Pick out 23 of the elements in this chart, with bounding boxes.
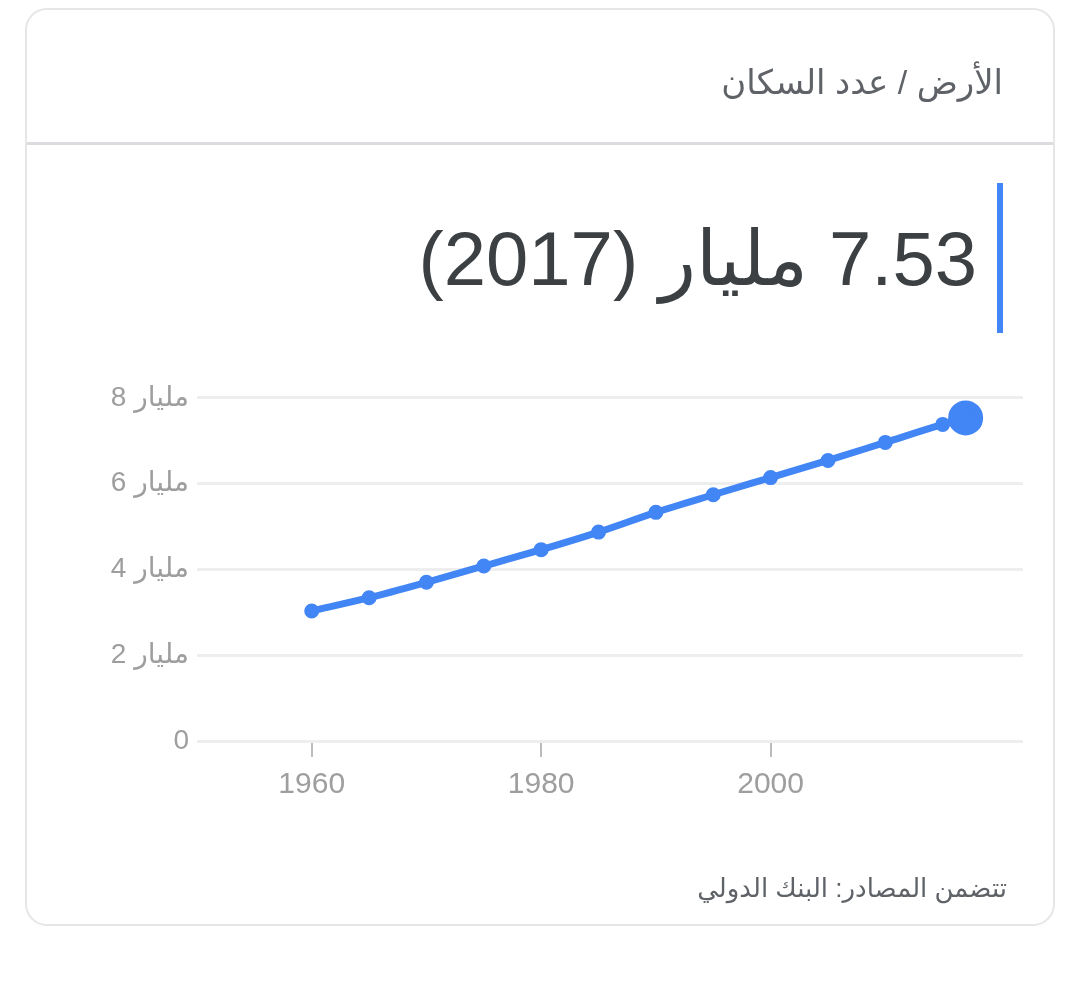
x-tick-label: 1960 — [278, 766, 346, 800]
point — [763, 470, 779, 486]
point — [648, 504, 664, 520]
x-tick-label: 1980 — [507, 766, 575, 800]
y-tick-label: 4 مليار — [110, 552, 189, 585]
point — [591, 524, 607, 540]
point — [304, 603, 320, 619]
chart-title: 7.53 مليار (2017) — [418, 214, 977, 303]
chart-subtitle: الأرض / عدد السكان — [27, 10, 1053, 145]
y-tick-label: 0 — [173, 723, 189, 755]
point — [476, 558, 492, 574]
point — [877, 434, 893, 450]
point — [418, 574, 434, 590]
point — [820, 452, 836, 468]
point — [533, 542, 549, 558]
point — [935, 416, 951, 432]
point — [705, 487, 721, 503]
x-tick-label: 2000 — [737, 766, 804, 800]
y-tick-label: 6 مليار — [110, 466, 189, 499]
y-tick-label: 8 مليار — [110, 380, 189, 413]
point — [361, 590, 377, 606]
text: تتضمن المصادر: البنك الدولي — [696, 872, 1008, 906]
y-tick-label: 2 مليار — [110, 637, 189, 670]
